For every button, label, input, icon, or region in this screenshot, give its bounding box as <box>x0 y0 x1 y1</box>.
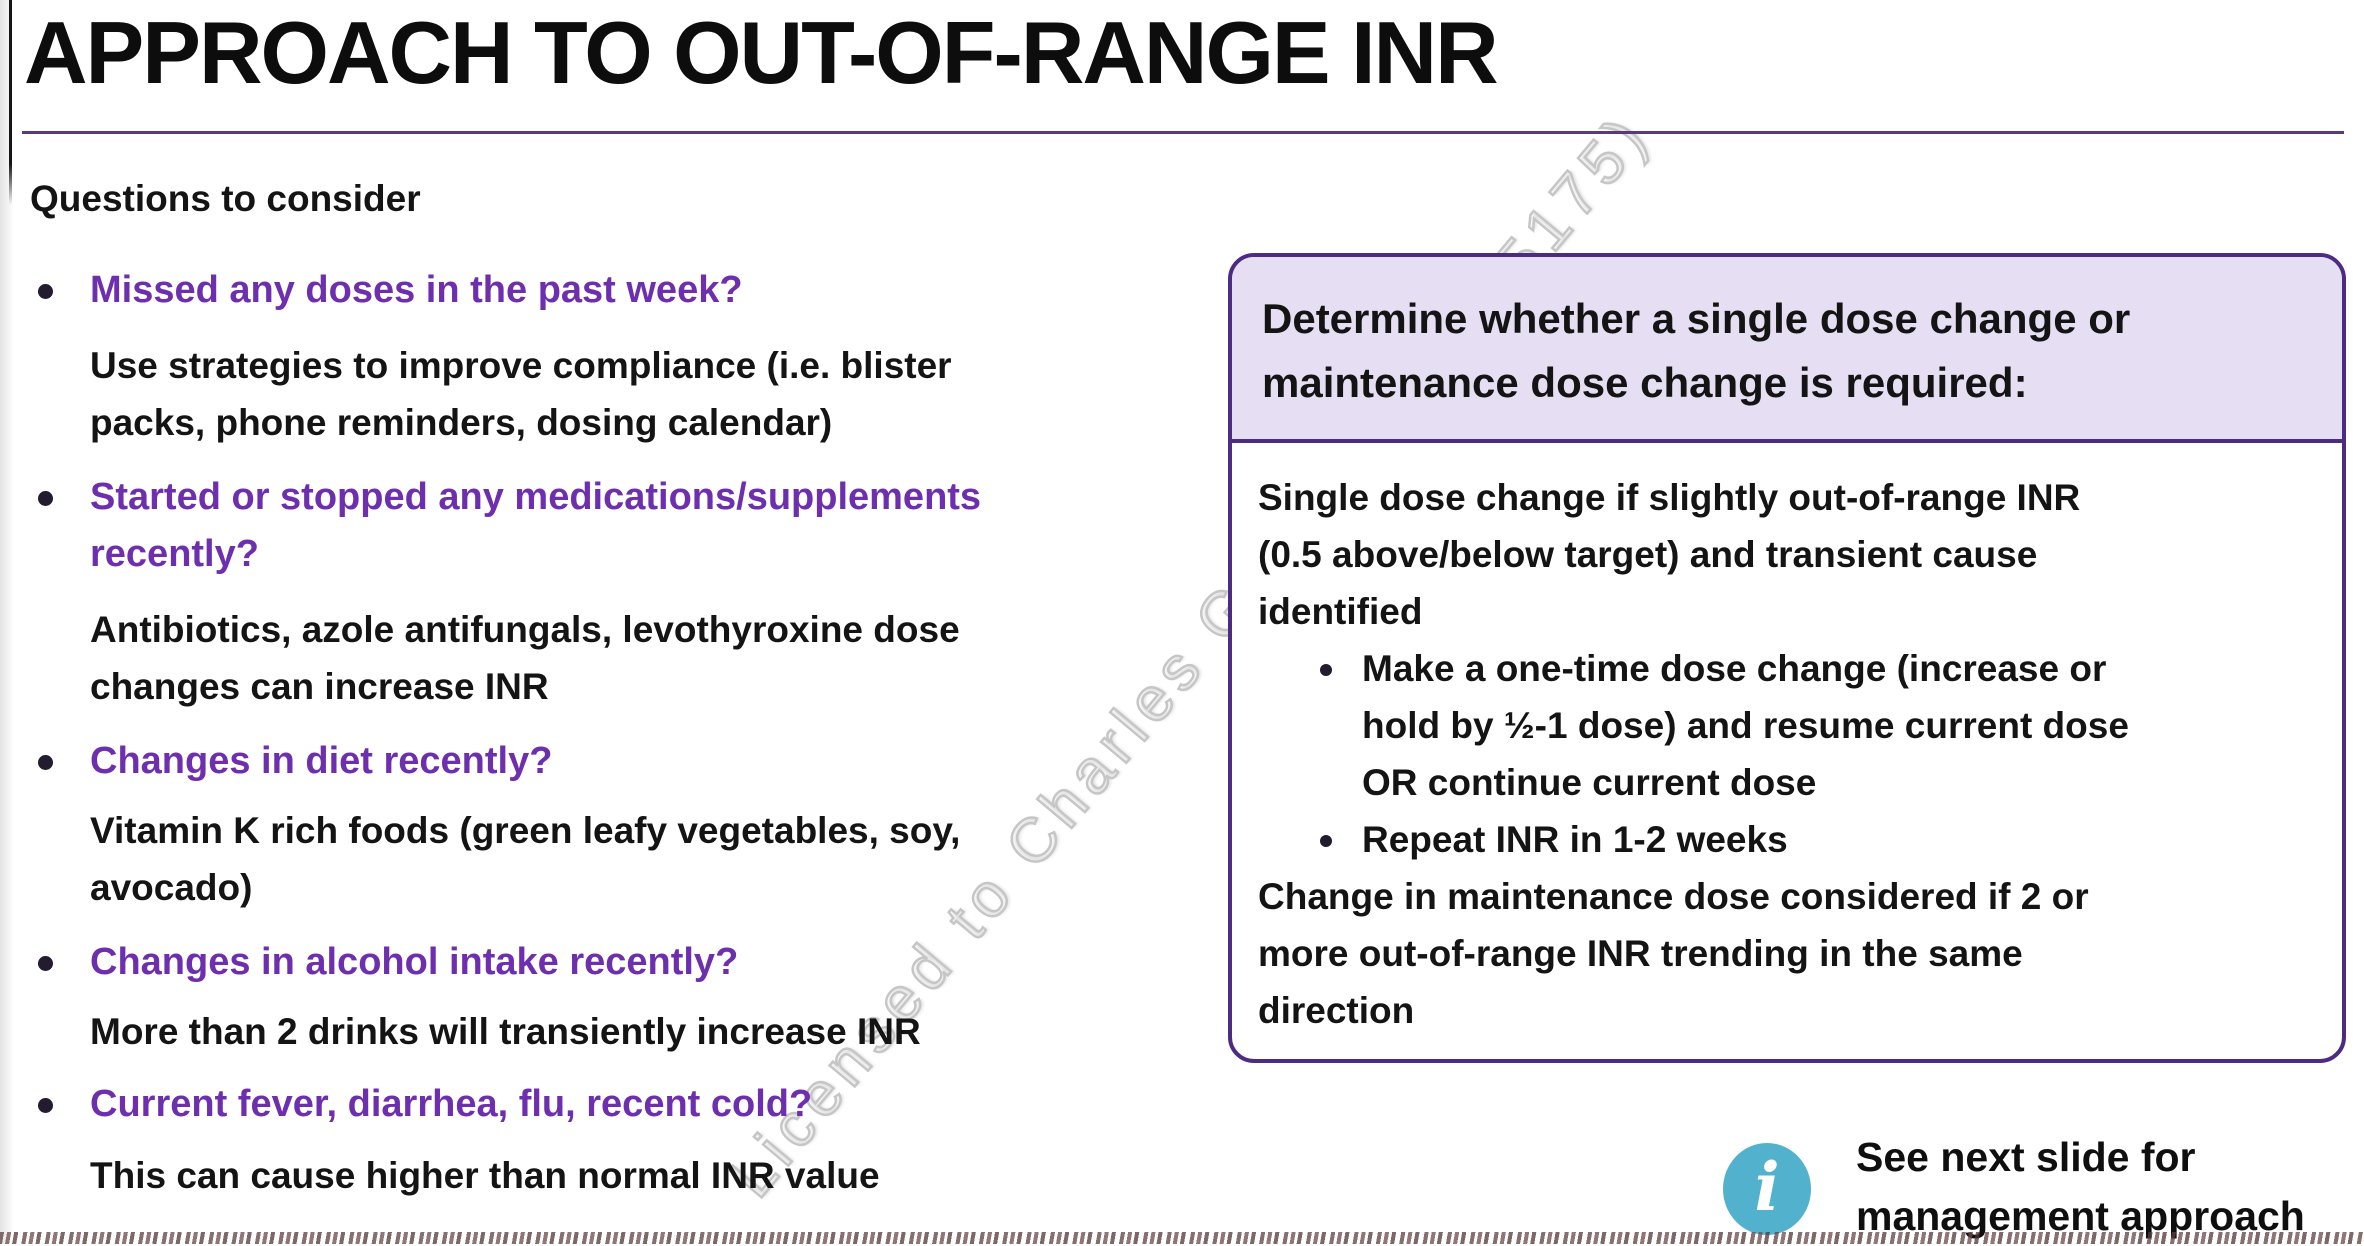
info-icon-glyph: i <box>1754 1148 1780 1226</box>
answer-text: Vitamin K rich foods (green leafy vegeta… <box>90 810 961 908</box>
bullet-dot-icon <box>38 956 53 971</box>
bullet-dot-icon <box>38 1098 53 1113</box>
dose-box-bullet-text: Repeat INR in 1-2 weeks <box>1362 819 1788 860</box>
question-item: Changes in alcohol intake recently? More… <box>30 934 1190 1060</box>
questions-heading: Questions to consider <box>30 178 421 219</box>
bullet-dot-icon <box>38 755 53 770</box>
dose-change-box: Determine whether a single dose change o… <box>1228 253 2346 1063</box>
question-item: Current fever, diarrhea, flu, recent col… <box>30 1076 1190 1204</box>
dose-box-bullet-item: Make a one-time dose change (increase or… <box>1258 640 2316 811</box>
answer-text: Antibiotics, azole antifungals, levothyr… <box>90 609 960 707</box>
bullet-dot-icon <box>1320 664 1332 676</box>
question-text: Changes in diet recently? <box>90 740 553 782</box>
answer-text: This can cause higher than normal INR va… <box>90 1155 880 1196</box>
answer-text: More than 2 drinks will transiently incr… <box>90 1011 921 1052</box>
question-text: Started or stopped any medications/suppl… <box>90 476 982 575</box>
bullet-dot-icon <box>1320 835 1332 847</box>
question-text: Changes in alcohol intake recently? <box>90 941 739 983</box>
answer-text: Use strategies to improve compliance (i.… <box>90 345 952 443</box>
page-left-shade <box>0 0 14 1244</box>
slide-title: APPROACH TO OUT-OF-RANGE INR <box>24 3 1499 102</box>
dose-box-outro: Change in maintenance dose considered if… <box>1258 876 2089 1031</box>
dose-box-header: Determine whether a single dose change o… <box>1232 257 2342 443</box>
question-item: Started or stopped any medications/suppl… <box>30 469 1190 715</box>
bullet-dot-icon <box>38 284 53 299</box>
dose-box-bullet-item: Repeat INR in 1-2 weeks <box>1258 811 2316 868</box>
bullet-dot-icon <box>38 491 53 506</box>
title-divider <box>22 131 2344 134</box>
question-text: Missed any doses in the past week? <box>90 269 743 311</box>
next-slide-note: See next slide for management approach <box>1856 1134 2305 1239</box>
dose-box-bullet-text: Make a one-time dose change (increase or… <box>1362 648 2129 803</box>
page-left-edge-line <box>9 0 12 205</box>
question-item: Missed any doses in the past week? Use s… <box>30 262 1190 451</box>
dose-box-body: Single dose change if slightly out-of-ra… <box>1232 443 2342 1039</box>
question-item: Changes in diet recently? Vitamin K rich… <box>30 733 1190 916</box>
clipped-footer-strip <box>0 1232 2364 1244</box>
info-icon: i <box>1723 1143 1811 1235</box>
question-text: Current fever, diarrhea, flu, recent col… <box>90 1083 813 1125</box>
question-list: Missed any doses in the past week? Use s… <box>30 262 1190 1204</box>
dose-box-intro: Single dose change if slightly out-of-ra… <box>1258 477 2081 632</box>
